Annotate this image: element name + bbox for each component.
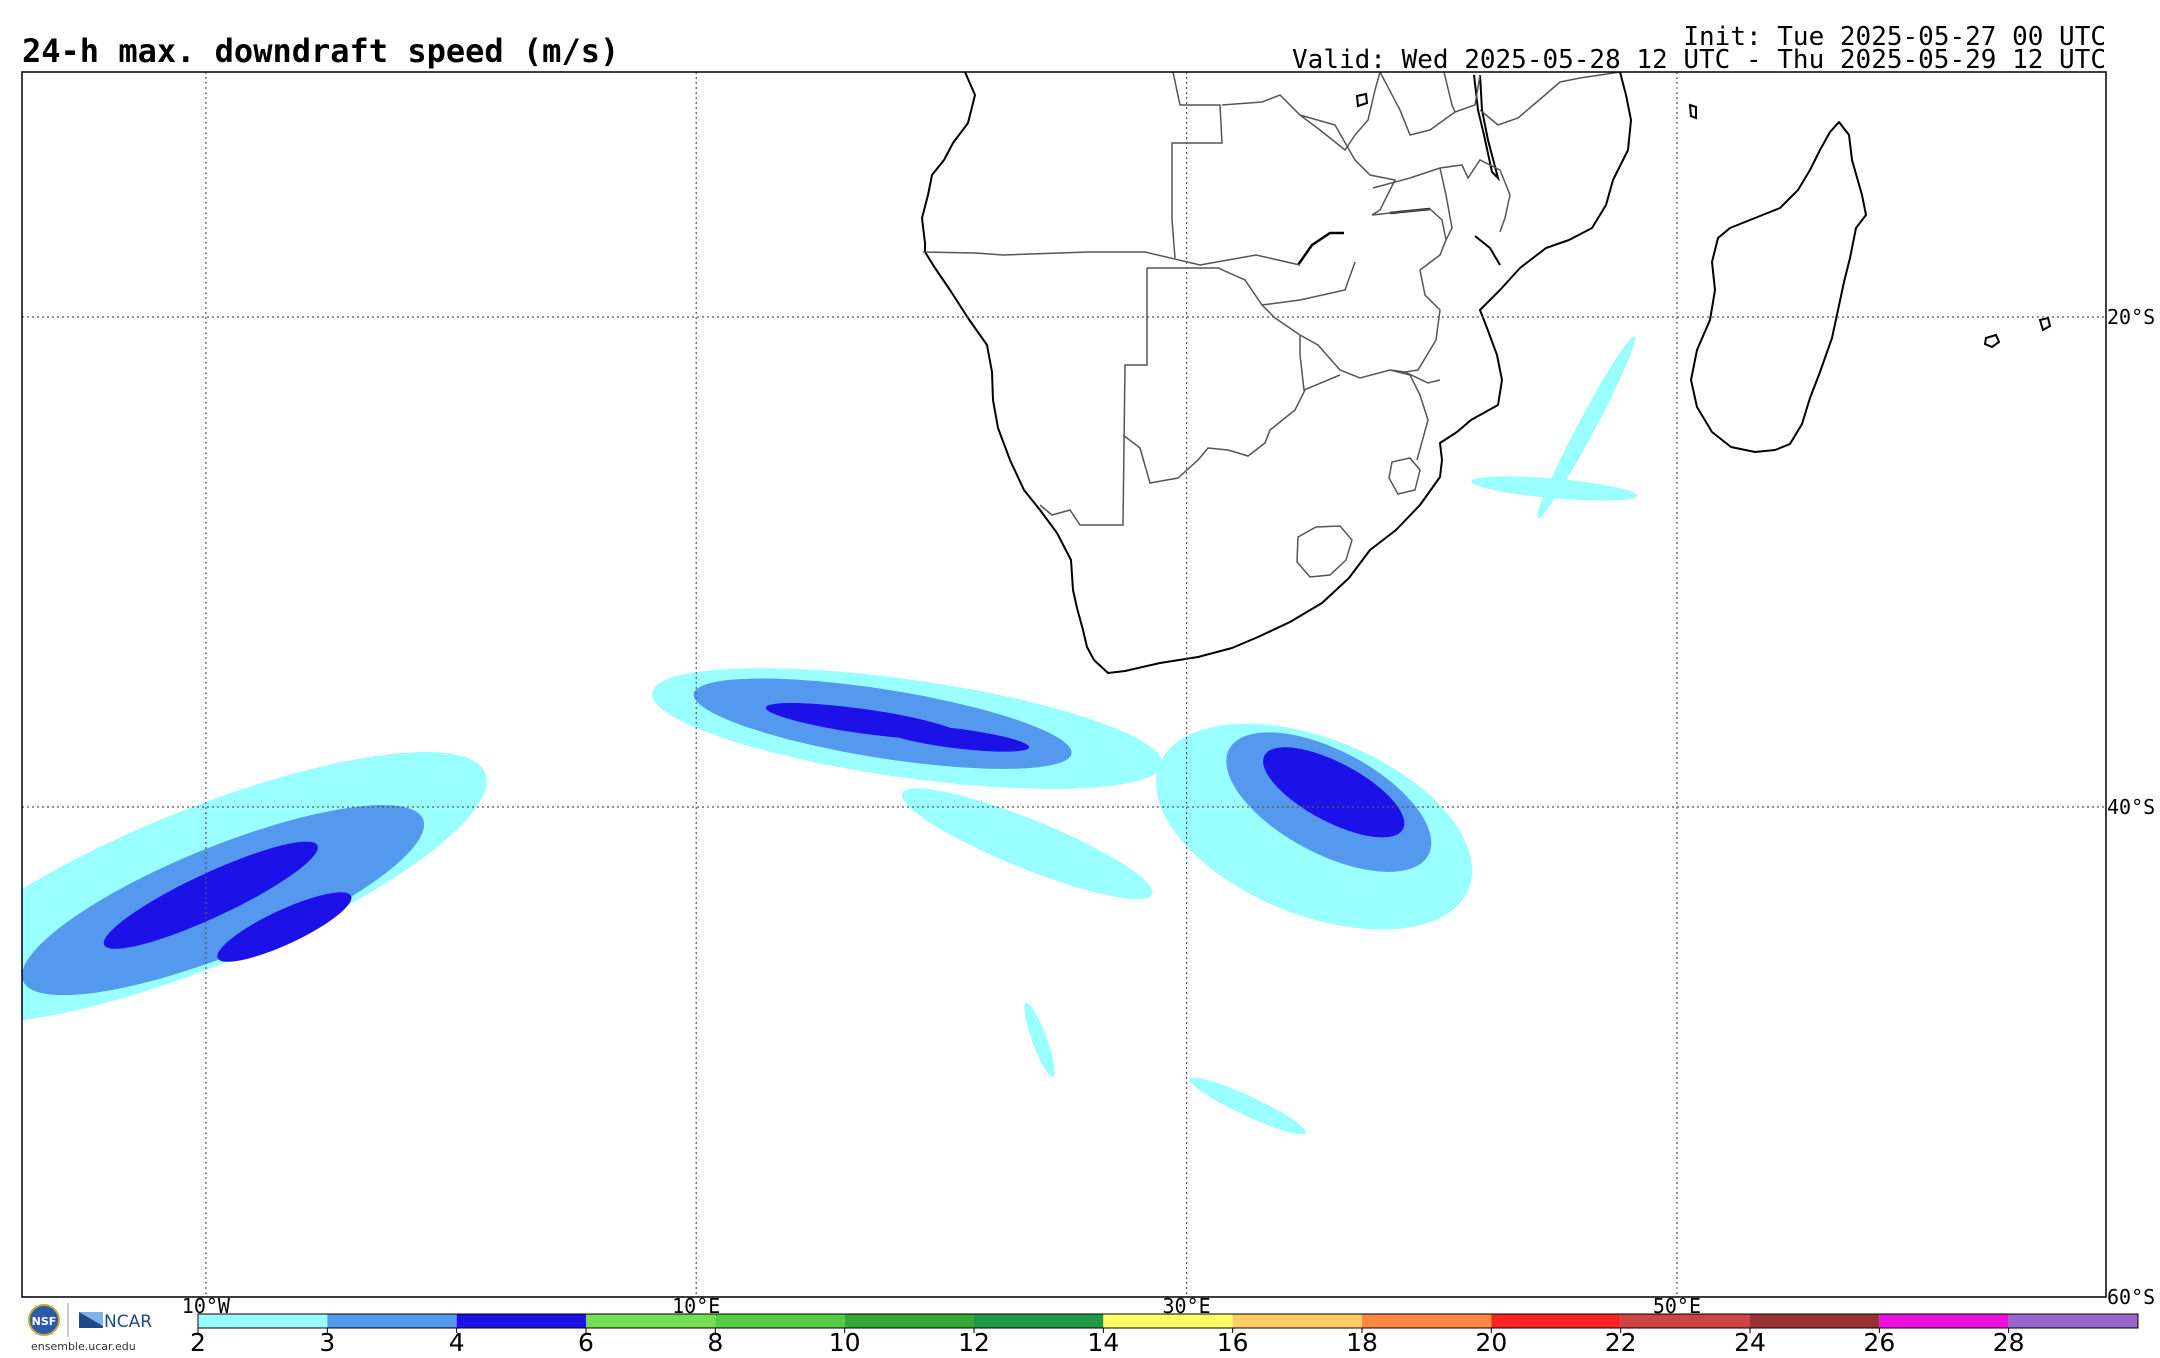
- map-title: 24-h max. downdraft speed (m/s): [22, 32, 619, 70]
- colorbar-swatch: [1232, 1314, 1362, 1328]
- trailing-streaks: [901, 788, 1306, 1135]
- lake-victoria-edge: [1355, 92, 1369, 108]
- colorbar-swatch: [1620, 1314, 1750, 1328]
- colorbar-tick-label: 4: [449, 1328, 465, 1354]
- downdraft-contour: [1471, 476, 1638, 501]
- colorbar-tick-label: 3: [319, 1328, 335, 1354]
- downdraft-contour: [1263, 747, 1405, 838]
- colorbar-tick-label: 14: [1087, 1328, 1119, 1354]
- south-of-cape-plume: [652, 668, 1163, 789]
- graticule: [22, 72, 2106, 1297]
- zambezi-delta-line: [1474, 235, 1501, 266]
- latitude-label: 40°S: [2107, 795, 2155, 819]
- latitude-label: 20°S: [2107, 305, 2155, 329]
- colorbar-tick-label: 20: [1475, 1328, 1507, 1354]
- downdraft-contour: [1189, 1077, 1306, 1135]
- colorbar-tick-label: 26: [1863, 1328, 1895, 1354]
- colorbar-swatch: [327, 1314, 457, 1328]
- lake-kariba: [1296, 231, 1344, 266]
- latitude-label: 60°S: [2107, 1285, 2155, 1309]
- ncar-logo: NCAR: [79, 1312, 152, 1332]
- mauritius-island: [2038, 316, 2052, 332]
- colorbar: 2 3 4 6 8 10 12 14 16 18 20 22 24 26 28: [190, 1313, 2139, 1357]
- africa-coastline: [921, 72, 1632, 674]
- downdraft-field: [22, 336, 1638, 1135]
- downdraft-contour: [1537, 336, 1636, 519]
- colorbar-tick-label: 12: [958, 1328, 990, 1354]
- mozambique-channel: [1471, 336, 1638, 519]
- colorbar-swatch: [1879, 1314, 2009, 1328]
- colorbar-swatch: [1491, 1314, 1621, 1328]
- lake-malawi: [1473, 74, 1500, 182]
- colorbar-swatch: [715, 1314, 845, 1328]
- comoros-island: [1983, 333, 2001, 349]
- colorbar-tick-label: 6: [578, 1328, 594, 1354]
- downdraft-contour: [901, 788, 1153, 900]
- madagascar-coastline: [1690, 121, 1867, 453]
- colorbar-swatch: [586, 1314, 716, 1328]
- south-atlantic-plume: [22, 751, 487, 1024]
- colorbar-swatch: [974, 1314, 1104, 1328]
- ncar-mark-accent-icon: [79, 1312, 103, 1326]
- eswatini-border: [1388, 457, 1421, 495]
- colorbar-frame: [197, 1313, 2139, 1329]
- colorbar-tick-label: 16: [1217, 1328, 1249, 1354]
- colorbar-tick-label: 28: [1993, 1328, 2025, 1354]
- colorbar-tick-label: 8: [707, 1328, 723, 1354]
- land-layer: [921, 72, 2052, 674]
- colorbar-swatch: [2008, 1314, 2138, 1328]
- nsf-seal-icon: [28, 1304, 60, 1336]
- comoro-islet: [1688, 103, 1697, 120]
- nsf-logo: NSF: [28, 1304, 60, 1336]
- site-url: ensemble.ucar.edu: [31, 1340, 136, 1353]
- lesotho-border: [1296, 525, 1353, 578]
- colorbar-tick-label: 24: [1734, 1328, 1766, 1354]
- colorbar-tick-label: 22: [1605, 1328, 1637, 1354]
- branding: NSF NCAR ensemble.ucar.edu: [28, 1303, 152, 1353]
- colorbar-swatch: [1750, 1314, 1880, 1328]
- ncar-logo-text: NCAR: [104, 1312, 152, 1332]
- colorbar-swatch: [198, 1314, 328, 1328]
- southwest-indian-plume: [1156, 723, 1473, 930]
- colorbar-swatch: [1362, 1314, 1492, 1328]
- colorbar-swatch: [456, 1314, 586, 1328]
- nsf-logo-text: NSF: [32, 1315, 57, 1328]
- colorbar-tick-label: 18: [1346, 1328, 1378, 1354]
- init-time: Init: Tue 2025-05-27 00 UTC: [1683, 22, 2106, 52]
- colorbar-swatch: [1103, 1314, 1233, 1328]
- colorbar-tick-label: 2: [190, 1328, 206, 1354]
- valid-period: Valid: Wed 2025-05-28 12 UTC - Thu 2025-…: [1292, 45, 2106, 75]
- downdraft-contour: [217, 892, 352, 962]
- plot-frame: [21, 71, 2107, 1298]
- downdraft-contour: [1024, 1002, 1055, 1077]
- colorbar-tick-label: 10: [829, 1328, 861, 1354]
- downdraft-contour: [103, 841, 318, 949]
- colorbar-swatch: [844, 1314, 974, 1328]
- national-borders: [922, 72, 1621, 526]
- downdraft-contour: [883, 725, 1030, 752]
